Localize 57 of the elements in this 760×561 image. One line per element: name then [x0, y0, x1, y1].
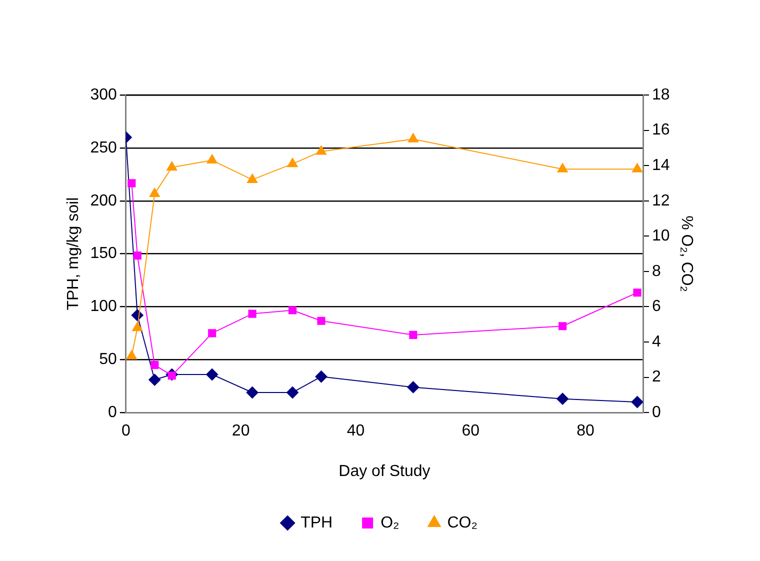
x-tick-label: 40: [346, 422, 365, 440]
point: [206, 154, 218, 164]
y-tick-label: 200: [90, 192, 117, 210]
point: [247, 174, 258, 183]
point: [208, 329, 216, 338]
point: [128, 179, 136, 188]
y2-tick-label: 12: [652, 192, 670, 210]
point: [206, 368, 218, 380]
y-tick-label: 150: [90, 245, 117, 262]
point: [631, 396, 644, 408]
y2-tick-label: 14: [652, 156, 670, 174]
point: [132, 322, 143, 332]
y-tick-label: 300: [90, 86, 117, 104]
y2-tick-label: 18: [652, 86, 670, 104]
point: [632, 163, 643, 172]
point: [287, 158, 298, 168]
point: [409, 330, 418, 339]
y2-tick-label: 10: [652, 228, 670, 245]
point: [248, 310, 256, 318]
y2-axis-title: % O₂, CO₂: [678, 216, 695, 292]
y2-tick-label: 0: [652, 404, 662, 422]
legend-label: TPH: [300, 514, 333, 532]
y2-tick-label: 6: [652, 298, 662, 316]
legend-label: O₂: [380, 514, 400, 532]
point: [288, 306, 297, 314]
x-tick-label: 0: [121, 422, 130, 440]
point: [556, 392, 569, 405]
legend-label: CO₂: [447, 514, 478, 532]
x-tick-label: 60: [462, 422, 480, 440]
point: [149, 188, 160, 198]
point: [246, 386, 258, 398]
x-axis-title: Day of Study: [338, 462, 430, 480]
y-axis-title: TPH, mg/kg soil: [65, 197, 82, 310]
x-tick-label: 20: [232, 422, 250, 440]
point: [166, 161, 178, 171]
y-tick-label: 100: [90, 298, 117, 316]
point: [407, 381, 420, 394]
point: [408, 133, 418, 142]
y-tick-label: 0: [108, 404, 117, 422]
point: [558, 322, 567, 330]
y2-tick-label: 2: [652, 368, 662, 386]
point: [133, 252, 142, 260]
y-tick-label: 50: [99, 351, 117, 368]
y2-tick-label: 4: [652, 333, 662, 350]
y-tick-label: 250: [90, 139, 117, 156]
point: [148, 374, 161, 386]
point: [316, 145, 327, 155]
point: [317, 316, 326, 325]
y2-tick-label: 8: [652, 262, 662, 280]
point: [286, 386, 299, 398]
point: [557, 163, 568, 172]
x-tick-label: 80: [576, 422, 595, 440]
y2-tick-label: 16: [652, 122, 670, 139]
point: [633, 288, 642, 297]
point: [150, 360, 159, 369]
point: [315, 370, 328, 383]
point: [126, 350, 137, 360]
